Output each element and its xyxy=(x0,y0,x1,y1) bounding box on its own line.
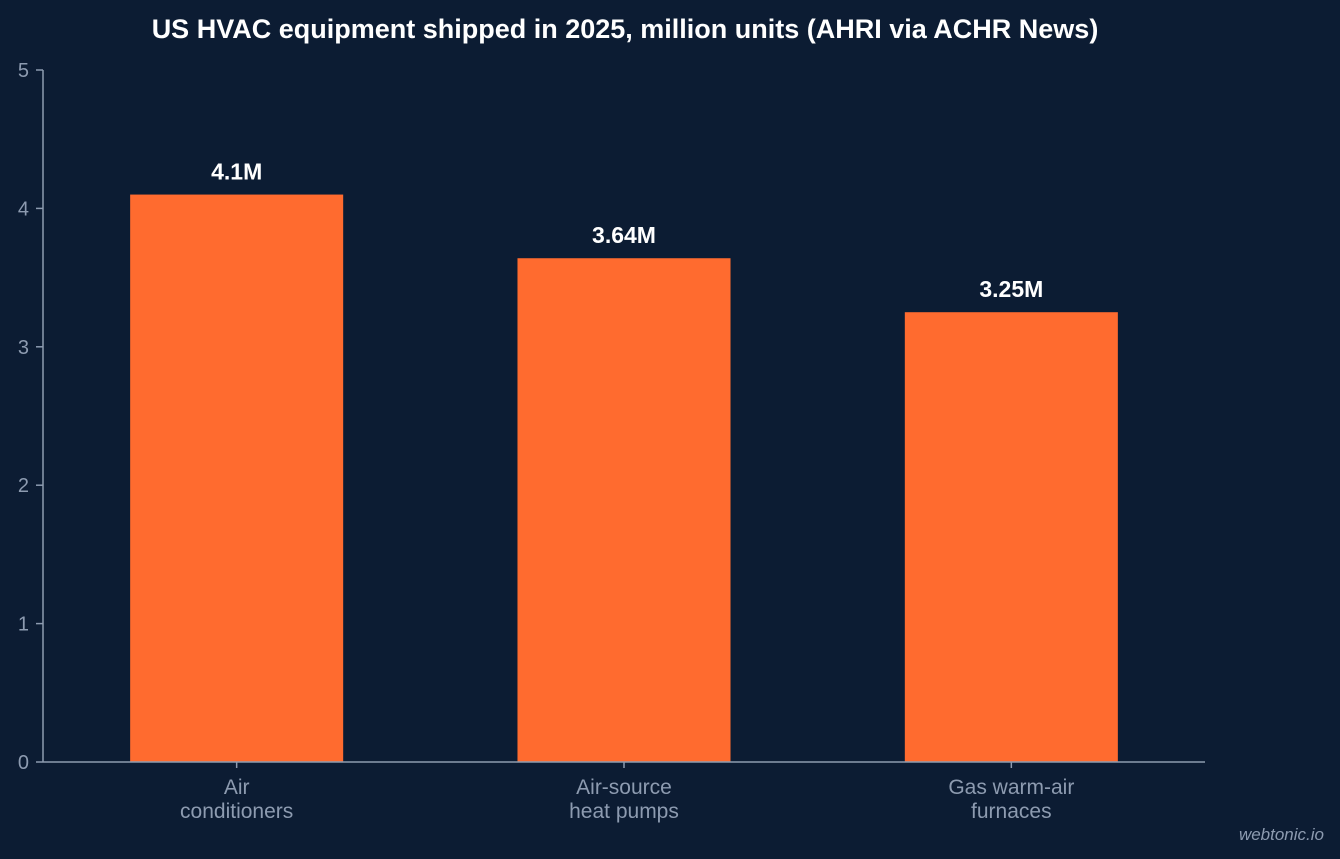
x-tick-label: heat pumps xyxy=(569,800,679,823)
x-tick-label: conditioners xyxy=(180,800,293,823)
y-tick-label: 0 xyxy=(18,752,29,774)
bar xyxy=(517,258,731,762)
x-tick-label: furnaces xyxy=(971,800,1052,823)
bar-value-label: 4.1M xyxy=(211,159,262,185)
bars-group: 4.1M 3.64M 3.25M xyxy=(130,159,1118,762)
y-tick-label: 4 xyxy=(18,198,29,220)
chart-title: US HVAC equipment shipped in 2025, milli… xyxy=(152,14,1099,44)
y-tick-label: 1 xyxy=(18,614,29,636)
bar-value-label: 3.25M xyxy=(979,276,1043,302)
x-tick-label: Air xyxy=(224,776,250,799)
bar-value-label: 3.64M xyxy=(592,222,656,248)
y-tick-label: 5 xyxy=(18,60,29,82)
y-tick-label: 3 xyxy=(18,337,29,359)
bar xyxy=(130,194,344,762)
bar xyxy=(904,312,1118,762)
x-tick-label: Gas warm-air xyxy=(948,776,1074,799)
watermark: webtonic.io xyxy=(1239,825,1324,844)
y-tick-label: 2 xyxy=(18,475,29,497)
x-tick-label: Air-source xyxy=(576,776,672,799)
y-axis: 0 1 2 3 4 5 xyxy=(18,60,44,774)
